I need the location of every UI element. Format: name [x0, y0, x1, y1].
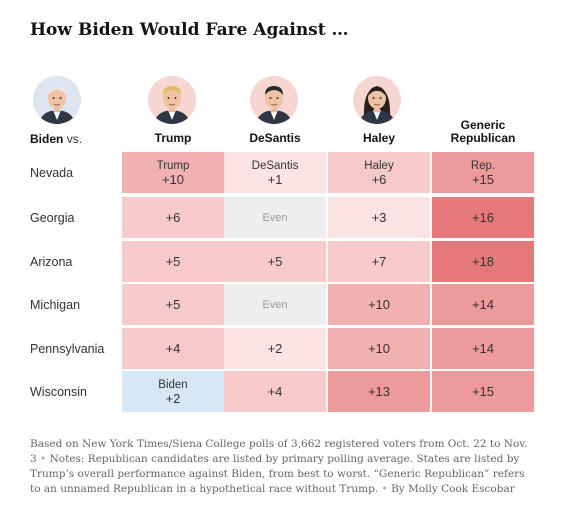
- margin-cell: Haley +6: [328, 152, 430, 193]
- cell-value: +13: [367, 383, 391, 399]
- margin-cell: +4: [122, 328, 224, 369]
- cell-value: Even: [262, 211, 288, 224]
- row-header-vs: vs.: [66, 132, 83, 146]
- cell-leader: Haley: [364, 159, 394, 172]
- column-header-haley: Haley: [328, 132, 430, 145]
- footnote-source: Based on New York Times/Siena College po…: [30, 438, 528, 465]
- cell-value: +5: [165, 253, 181, 269]
- column-header-line: Trump: [154, 131, 192, 145]
- row-header-name: Biden: [30, 132, 64, 146]
- state-label: Michigan: [30, 298, 81, 312]
- cell-value: +15: [471, 383, 495, 399]
- cell-value: +6: [371, 171, 387, 187]
- cell-value: Even: [262, 298, 288, 311]
- column-header-line: DeSantis: [249, 131, 301, 145]
- margin-cell: Biden +2: [122, 371, 224, 412]
- cell-value: +18: [471, 253, 495, 269]
- margin-cell: +5: [224, 241, 326, 282]
- margin-cell: Even: [224, 284, 326, 325]
- cell-value: +5: [267, 253, 283, 269]
- cell-value: +10: [161, 171, 185, 187]
- column-header-desantis: DeSantis: [224, 132, 326, 145]
- state-label: Wisconsin: [30, 385, 87, 399]
- row-header: Biden vs.: [30, 132, 82, 146]
- cell-value: +1: [267, 171, 283, 187]
- footnote-notes: Notes: Republican candidates are listed …: [30, 453, 525, 495]
- cell-value: +10: [367, 296, 391, 312]
- footnote-separator: •: [381, 483, 388, 495]
- margin-cell: +2: [224, 328, 326, 369]
- margin-cell: +10: [328, 284, 430, 325]
- column-header-generic: Generic Republican: [432, 119, 534, 145]
- cell-value: +14: [471, 340, 495, 356]
- footnote-byline: By Molly Cook Escobar: [391, 483, 515, 495]
- margin-cell: +5: [122, 241, 224, 282]
- margin-cell: +10: [328, 328, 430, 369]
- state-label: Pennsylvania: [30, 342, 105, 356]
- column-header-line: Generic: [460, 118, 506, 132]
- cell-value: +16: [471, 209, 495, 225]
- cell-value: +14: [471, 296, 495, 312]
- cell-leader: Biden: [158, 378, 188, 391]
- margin-cell: +14: [432, 328, 534, 369]
- margin-cell: +15: [432, 371, 534, 412]
- margin-cell: +3: [328, 197, 430, 238]
- cell-value: +2: [267, 340, 283, 356]
- state-label: Nevada: [30, 166, 74, 180]
- cell-leader: Rep.: [470, 159, 496, 172]
- margin-cell: +13: [328, 371, 430, 412]
- cell-value: +7: [371, 253, 387, 269]
- state-label: Georgia: [30, 211, 75, 225]
- column-header-trump: Trump: [122, 132, 224, 145]
- margin-cell: +16: [432, 197, 534, 238]
- column-header-line: Haley: [362, 131, 396, 145]
- margin-cell: +6: [122, 197, 224, 238]
- margin-cell: +7: [328, 241, 430, 282]
- cell-value: +15: [471, 171, 495, 187]
- cell-leader: Trump: [156, 159, 190, 172]
- state-label: Arizona: [30, 255, 73, 269]
- margin-cell: +18: [432, 241, 534, 282]
- cell-value: +4: [165, 340, 181, 356]
- chart-title: How Biden Would Fare Against …: [30, 20, 349, 40]
- trump-portrait-icon: [148, 76, 196, 124]
- margin-cell: DeSantis +1: [224, 152, 326, 193]
- margin-cell: Trump +10: [122, 152, 224, 193]
- cell-leader: DeSantis: [251, 159, 299, 172]
- margin-cell: +14: [432, 284, 534, 325]
- haley-portrait-icon: [353, 76, 401, 124]
- footnote: Based on New York Times/Siena College po…: [30, 437, 530, 497]
- cell-value: +5: [165, 296, 181, 312]
- margin-cell: +5: [122, 284, 224, 325]
- margin-cell: +4: [224, 371, 326, 412]
- column-header-line: Republican: [450, 131, 516, 145]
- margin-cell: Rep. +15: [432, 152, 534, 193]
- margin-cell: Even: [224, 197, 326, 238]
- cell-value: +6: [165, 209, 181, 225]
- cell-value: +4: [267, 383, 283, 399]
- footnote-separator: •: [40, 453, 47, 465]
- desantis-portrait-icon: [250, 76, 298, 124]
- cell-value: +10: [367, 340, 391, 356]
- cell-value: +3: [371, 209, 387, 225]
- biden-portrait-icon: [33, 76, 81, 124]
- cell-value: +2: [165, 390, 181, 406]
